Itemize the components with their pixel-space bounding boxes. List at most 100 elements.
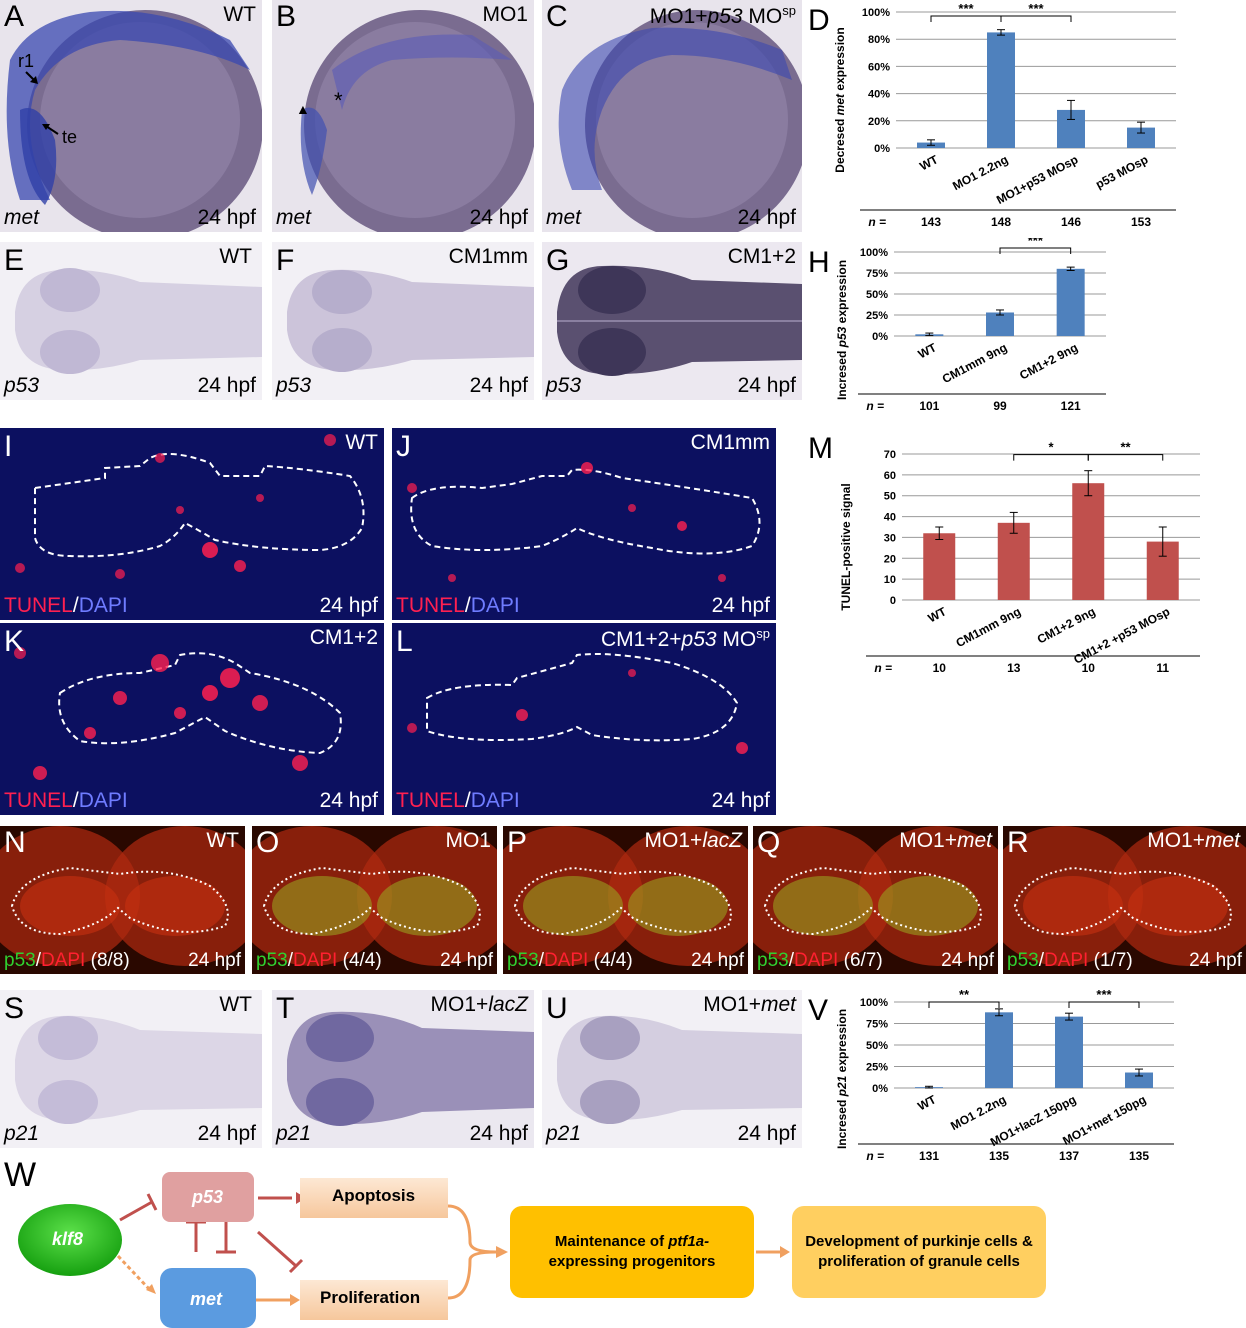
significance-label: * — [1048, 440, 1054, 455]
condition-mo: MO — [716, 628, 757, 651]
panel-letter: J — [396, 430, 411, 463]
panel-letter: A — [4, 0, 25, 33]
bar — [1056, 268, 1085, 336]
panel-letter: M — [808, 432, 833, 465]
condition-gene: met — [1204, 829, 1240, 852]
p53-dapi-image — [1003, 826, 1246, 966]
n-value: 143 — [921, 215, 941, 229]
n-label: n = — [874, 661, 892, 675]
stain-label: p53/DAPI (4/4) — [256, 951, 382, 970]
bar — [1055, 1016, 1083, 1088]
panel-letter: U — [546, 992, 568, 1025]
condition-prefix: CM1+2+ — [601, 628, 682, 651]
chart-panel-m: M 0 10 20 30 40 50 60 70 TUNEL-positive signal WT 1… — [808, 432, 1200, 675]
y-tick-label: 100% — [860, 247, 888, 259]
stage-label: 24 hpf — [440, 950, 493, 971]
panel-letter: F — [276, 244, 295, 277]
gene-label: met — [546, 206, 582, 229]
p53-dapi-image — [252, 826, 497, 966]
arrow-head — [146, 1284, 156, 1294]
panel-i-tunel-wt: I WT TUNEL/DAPI 24 hpf — [0, 428, 384, 620]
condition-label: WT — [206, 829, 239, 852]
stage-label: 24 hpf — [469, 1122, 528, 1145]
panel-q-p53-dapi: Q MO1+met p53/DAPI (6/7) 24 hpf — [753, 826, 998, 974]
y-tick-label: 60 — [884, 470, 896, 482]
tunel-image — [407, 462, 761, 582]
count-text: (6/7) — [843, 950, 883, 971]
condition-label: WT — [223, 3, 256, 26]
apoptosis-label: Apoptosis — [332, 1186, 416, 1205]
tunel-image — [407, 653, 748, 754]
tunel-text: TUNEL — [396, 594, 465, 617]
panel-o-p53-dapi: O MO1 p53/DAPI (4/4) 24 hpf — [252, 826, 497, 974]
gene-label: met — [4, 206, 40, 229]
condition-sup: sp — [756, 626, 770, 641]
embryo-image — [15, 1015, 262, 1124]
significance-label: *** — [1028, 1, 1044, 16]
maintenance-node — [510, 1206, 754, 1298]
stage-label: 24 hpf — [941, 950, 994, 971]
y-label-part: expression — [835, 260, 849, 327]
inhibition-arrows — [119, 1193, 304, 1274]
development-line1: Development of purkinje cells & — [805, 1233, 1033, 1250]
x-tick-label: WT — [916, 340, 940, 361]
x-tick-label: CM1mm 9ng — [940, 340, 1010, 386]
n-value: 10 — [1082, 661, 1096, 675]
condition-label: CM1+2+p53 MOsp — [601, 627, 770, 650]
tunel-text: TUNEL — [4, 594, 73, 617]
y-tick-label: 50% — [866, 289, 888, 301]
panel-n-p53-dapi: N WT p53/DAPI (8/8) 24 hpf — [0, 826, 245, 974]
arrow-head — [496, 1246, 508, 1258]
y-axis-label: Decresed met expression — [833, 27, 847, 172]
condition-label: MO1+met — [1147, 830, 1240, 851]
arrow-icons — [25, 71, 59, 135]
count-text: (4/4) — [593, 950, 633, 971]
dapi-text: DAPI — [78, 789, 128, 812]
condition-gene: met — [760, 993, 796, 1016]
y-label-part: Incresed — [835, 347, 849, 400]
n-label: n = — [868, 215, 886, 229]
n-value: 10 — [933, 661, 947, 675]
panel-t-p21-mo1-lacz: T MO1+lacZ p21 24 hpf — [272, 990, 534, 1148]
stage-label: 24 hpf — [711, 789, 770, 812]
bar — [1125, 1072, 1153, 1088]
significance-label: ** — [959, 988, 970, 1002]
gene-label: p21 — [546, 1122, 582, 1145]
p53-text: p53 — [757, 950, 789, 971]
asterisk-label: * — [334, 88, 343, 113]
gene-label: p21 — [4, 1122, 40, 1145]
p53-node — [162, 1172, 254, 1222]
gene-label: p53 — [546, 374, 582, 397]
y-tick-label: 40% — [868, 89, 890, 101]
te-label: te — [62, 127, 78, 147]
condition-prefix: MO1+ — [649, 5, 708, 28]
significance-label: *** — [1028, 238, 1044, 248]
stage-label: 24 hpf — [1189, 950, 1242, 971]
condition-mo: MO — [742, 5, 783, 28]
slash-text: / — [464, 789, 471, 812]
embryo-image — [287, 269, 534, 372]
n-value: 148 — [991, 215, 1011, 229]
slash-text: / — [464, 594, 471, 617]
condition-gene: p53 — [707, 5, 743, 28]
slash-text: / — [788, 950, 794, 971]
x-tick-label: p53 MOsp — [1093, 152, 1150, 191]
stage-label: 24 hpf — [197, 206, 256, 229]
condition-prefix: MO1+ — [430, 993, 489, 1016]
tunel-text: TUNEL — [396, 789, 465, 812]
x-tick-label: MO1 2.2ng — [950, 152, 1010, 193]
pathway-diagram — [18, 1172, 1046, 1328]
apoptosis-node — [300, 1178, 448, 1218]
y-tick-label: 50% — [866, 1040, 888, 1052]
condition-label: MO1+met — [703, 994, 796, 1015]
panel-p-p53-dapi: P MO1+lacZ p53/DAPI (4/4) 24 hpf — [503, 826, 748, 974]
stain-label: p53/DAPI (1/7) — [1007, 951, 1133, 970]
bar — [997, 522, 1030, 600]
stage-label: 24 hpf — [469, 374, 528, 397]
stage-label: 24 hpf — [737, 374, 796, 397]
dapi-text: DAPI — [543, 950, 589, 971]
condition-label: MO1 — [445, 829, 491, 852]
significance-bracket — [999, 247, 1072, 254]
n-value: 137 — [1059, 1149, 1079, 1163]
stain-label: TUNEL/DAPI — [396, 595, 520, 616]
